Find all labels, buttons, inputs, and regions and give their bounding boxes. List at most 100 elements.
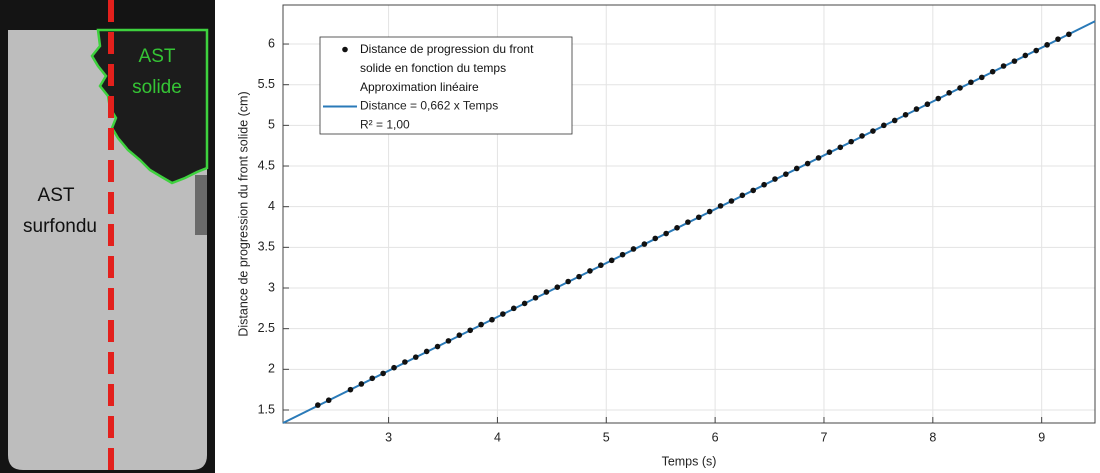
data-point xyxy=(489,316,495,323)
y-tick-label: 2 xyxy=(268,362,275,376)
data-point xyxy=(859,133,865,139)
y-tick-label: 1.5 xyxy=(258,402,275,416)
solid-label: solide xyxy=(132,77,182,98)
data-point xyxy=(783,171,789,177)
data-point xyxy=(968,79,974,86)
data-point xyxy=(793,165,800,172)
y-tick-label: 5.5 xyxy=(258,77,275,91)
data-point xyxy=(315,402,321,408)
liquid-label: surfondu xyxy=(23,216,97,237)
photo: AST solide AST surfondu xyxy=(0,0,215,473)
data-point xyxy=(380,370,386,377)
data-point xyxy=(695,214,702,221)
data-point xyxy=(434,343,441,350)
legend-annotation: R² = 1,00 xyxy=(360,118,410,132)
data-point xyxy=(772,176,778,182)
plot-frame xyxy=(282,4,1096,424)
data-point xyxy=(1033,47,1040,54)
solid-label: AST xyxy=(139,46,176,67)
data-point xyxy=(815,155,822,161)
x-tick-label: 3 xyxy=(385,430,392,444)
data-point xyxy=(598,262,604,269)
x-tick-label: 8 xyxy=(929,430,936,444)
y-tick-label: 6 xyxy=(268,36,275,50)
wall-shadow xyxy=(195,175,207,235)
solid-region xyxy=(90,28,209,185)
data-point xyxy=(902,111,909,118)
data-point xyxy=(325,397,332,404)
data-point xyxy=(478,321,484,328)
data-point xyxy=(521,300,528,307)
data-point xyxy=(957,85,963,91)
legend-marker xyxy=(342,46,348,53)
legend-label: Distance de progression du front solide … xyxy=(360,42,534,75)
data-point xyxy=(946,90,952,96)
data-point xyxy=(456,332,463,338)
data-point xyxy=(663,230,669,237)
y-tick-label: 3.5 xyxy=(258,240,275,254)
x-tick-label: 7 xyxy=(820,430,827,444)
y-tick-label: 4.5 xyxy=(258,158,275,172)
data-point xyxy=(870,128,876,134)
data-point xyxy=(652,235,659,242)
data-point xyxy=(619,251,626,258)
data-point xyxy=(554,284,561,290)
legend-entry: Distance de progression du front solide … xyxy=(360,42,534,75)
data-point xyxy=(358,381,365,387)
data-point xyxy=(565,278,571,285)
data-point xyxy=(891,117,898,124)
data-point xyxy=(837,144,844,151)
data-point xyxy=(750,187,757,194)
data-point xyxy=(1000,63,1007,69)
x-tick-label: 9 xyxy=(1038,430,1045,444)
data-point xyxy=(347,386,354,393)
data-point xyxy=(739,192,746,199)
data-point xyxy=(391,364,397,371)
legend-label: Approximation linéaire xyxy=(360,80,479,94)
data-point xyxy=(423,348,430,355)
data-point xyxy=(804,160,811,167)
y-tick-label: 2.5 xyxy=(258,321,275,335)
data-point xyxy=(641,241,648,247)
x-tick-label: 4 xyxy=(494,430,501,444)
legend-annotation: Distance = 0,662 x Temps xyxy=(360,99,498,113)
data-point xyxy=(826,149,833,155)
data-point xyxy=(500,311,506,317)
data-point xyxy=(848,138,854,145)
data-point xyxy=(467,327,474,334)
data-point xyxy=(587,268,593,274)
data-point xyxy=(881,122,887,129)
x-tick-label: 5 xyxy=(603,430,610,444)
data-point xyxy=(445,338,452,344)
data-point xyxy=(717,203,724,209)
legend-box xyxy=(319,36,573,135)
data-point xyxy=(978,74,985,81)
data-point xyxy=(402,359,408,365)
legend-entry: Approximation linéaire xyxy=(360,80,479,94)
y-tick-label: 4 xyxy=(268,199,275,213)
data-point xyxy=(761,181,767,188)
legend: Distance de progression du front solide … xyxy=(319,36,573,135)
data-point xyxy=(608,257,615,264)
data-point xyxy=(685,219,691,225)
data-point xyxy=(543,289,550,295)
data-point xyxy=(630,246,637,252)
data-point xyxy=(674,225,680,231)
data-point xyxy=(913,106,920,112)
data-point xyxy=(989,68,996,75)
y-tick-label: 5 xyxy=(268,118,275,132)
data-point xyxy=(510,305,517,312)
data-point xyxy=(924,101,931,108)
x-tick-label: 6 xyxy=(712,430,719,444)
data-point xyxy=(1066,31,1072,38)
data-point xyxy=(1055,36,1061,42)
data-point xyxy=(1011,58,1018,64)
data-point xyxy=(576,273,582,280)
data-point xyxy=(369,375,376,382)
x-axis-label: Temps (s) xyxy=(662,454,717,468)
data-point xyxy=(532,294,539,301)
data-point xyxy=(1044,42,1050,48)
data-point xyxy=(706,208,713,215)
